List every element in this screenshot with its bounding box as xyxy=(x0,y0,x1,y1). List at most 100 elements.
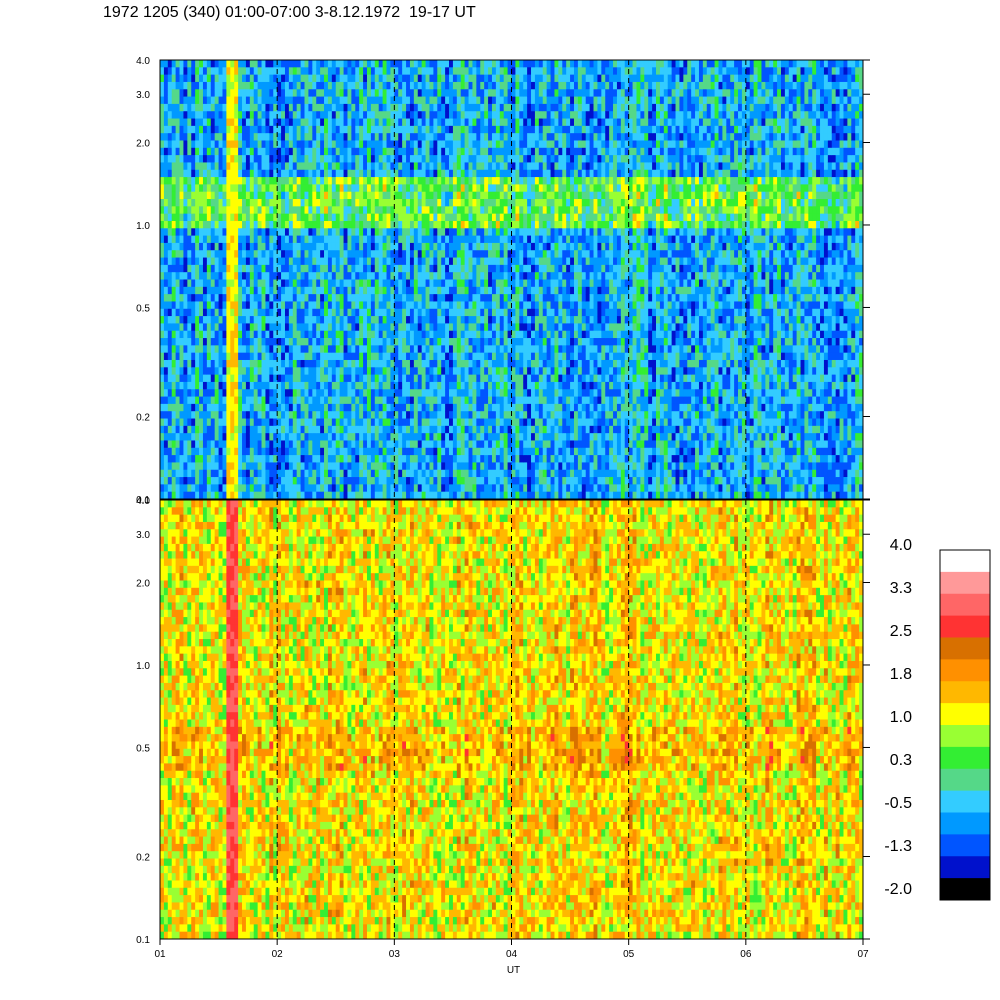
heatmap-cell xyxy=(222,330,227,339)
heatmap-cell xyxy=(179,257,184,266)
heatmap-cell xyxy=(206,111,212,119)
heatmap-cell xyxy=(257,67,262,76)
heatmap-cell xyxy=(199,103,204,112)
heatmap-cell xyxy=(351,330,356,339)
heatmap-cell xyxy=(441,133,446,141)
heatmap-cell xyxy=(460,147,466,156)
heatmap-cell xyxy=(413,140,419,149)
heatmap-cell xyxy=(261,228,266,236)
heatmap-cell xyxy=(242,96,247,105)
heatmap-cell xyxy=(206,140,212,149)
heatmap-cell xyxy=(265,389,270,397)
heatmap-cell xyxy=(160,477,165,485)
heatmap-cell xyxy=(296,301,301,310)
heatmap-cell xyxy=(445,352,450,361)
heatmap-cell xyxy=(390,140,395,149)
heatmap-cell xyxy=(406,440,411,449)
heatmap-cell xyxy=(347,491,352,499)
heatmap-cell xyxy=(230,96,235,105)
heatmap-cell xyxy=(273,191,278,200)
heatmap-cell xyxy=(288,477,294,485)
heatmap-cell xyxy=(234,374,239,383)
heatmap-cell xyxy=(335,425,341,434)
heatmap-cell xyxy=(386,433,391,441)
heatmap-cell xyxy=(324,118,329,127)
heatmap-cell xyxy=(218,155,223,163)
heatmap-cell xyxy=(269,67,274,76)
heatmap-cell xyxy=(214,477,219,485)
heatmap-cell xyxy=(308,264,313,273)
heatmap-cell xyxy=(171,462,177,471)
heatmap-cell xyxy=(265,294,270,302)
heatmap-cell xyxy=(351,213,356,222)
heatmap-cell xyxy=(191,389,196,397)
heatmap-cell xyxy=(421,396,426,405)
heatmap-cell xyxy=(320,74,325,83)
heatmap-cell xyxy=(249,352,255,361)
heatmap-cell xyxy=(398,155,403,163)
heatmap-cell xyxy=(171,367,177,376)
heatmap-cell xyxy=(175,301,180,310)
heatmap-cell xyxy=(214,440,219,449)
heatmap-cell xyxy=(253,220,259,229)
heatmap-cell xyxy=(304,89,309,97)
heatmap-cell xyxy=(284,477,290,485)
heatmap-cell xyxy=(273,308,278,317)
heatmap-cell xyxy=(163,484,169,493)
heatmap-cell xyxy=(277,367,282,376)
heatmap-cell xyxy=(308,235,313,244)
heatmap-cell xyxy=(167,199,173,207)
heatmap-cell xyxy=(437,264,442,273)
heatmap-cell xyxy=(175,169,180,178)
heatmap-cell xyxy=(308,433,313,441)
heatmap-cell xyxy=(199,469,204,478)
heatmap-cell xyxy=(183,455,188,463)
heatmap-cell xyxy=(249,67,255,76)
heatmap-cell xyxy=(417,477,423,485)
heatmap-cell xyxy=(409,103,415,112)
heatmap-cell xyxy=(261,440,266,449)
heatmap-cell xyxy=(245,228,251,236)
heatmap-cell xyxy=(472,184,477,193)
heatmap-cell xyxy=(320,162,325,171)
heatmap-cell xyxy=(456,411,462,419)
heatmap-cell xyxy=(195,242,200,251)
heatmap-cell xyxy=(378,206,384,215)
heatmap-cell xyxy=(363,469,368,478)
heatmap-cell xyxy=(253,294,259,302)
heatmap-cell xyxy=(175,389,180,397)
heatmap-cell xyxy=(167,338,173,346)
heatmap-cell xyxy=(472,330,477,339)
heatmap-cell xyxy=(468,242,473,251)
heatmap-cell xyxy=(273,477,278,485)
heatmap-cell xyxy=(331,455,337,463)
heatmap-cell xyxy=(234,96,239,105)
heatmap-cell xyxy=(206,184,212,193)
heatmap-cell xyxy=(402,199,407,207)
heatmap-cell xyxy=(409,381,415,390)
heatmap-cell xyxy=(195,213,200,222)
heatmap-cell xyxy=(468,118,473,127)
heatmap-cell xyxy=(312,455,317,463)
heatmap-cell xyxy=(230,242,235,251)
heatmap-cell xyxy=(202,206,208,215)
heatmap-cell xyxy=(269,294,274,302)
heatmap-cell xyxy=(284,359,290,368)
heatmap-cell xyxy=(312,155,317,163)
heatmap-cell xyxy=(214,133,219,141)
heatmap-cell xyxy=(245,433,251,441)
heatmap-cell xyxy=(179,118,184,127)
heatmap-cell xyxy=(202,440,208,449)
heatmap-cell xyxy=(300,213,305,222)
heatmap-cell xyxy=(316,352,321,361)
heatmap-cell xyxy=(320,213,325,222)
heatmap-cell xyxy=(480,184,485,193)
heatmap-cell xyxy=(355,242,360,251)
heatmap-cell xyxy=(320,308,325,317)
heatmap-cell xyxy=(284,220,290,229)
heatmap-cell xyxy=(452,433,458,441)
heatmap-cell xyxy=(304,169,309,178)
heatmap-cell xyxy=(409,396,415,405)
heatmap-cell xyxy=(249,228,255,236)
heatmap-cell xyxy=(437,462,442,471)
